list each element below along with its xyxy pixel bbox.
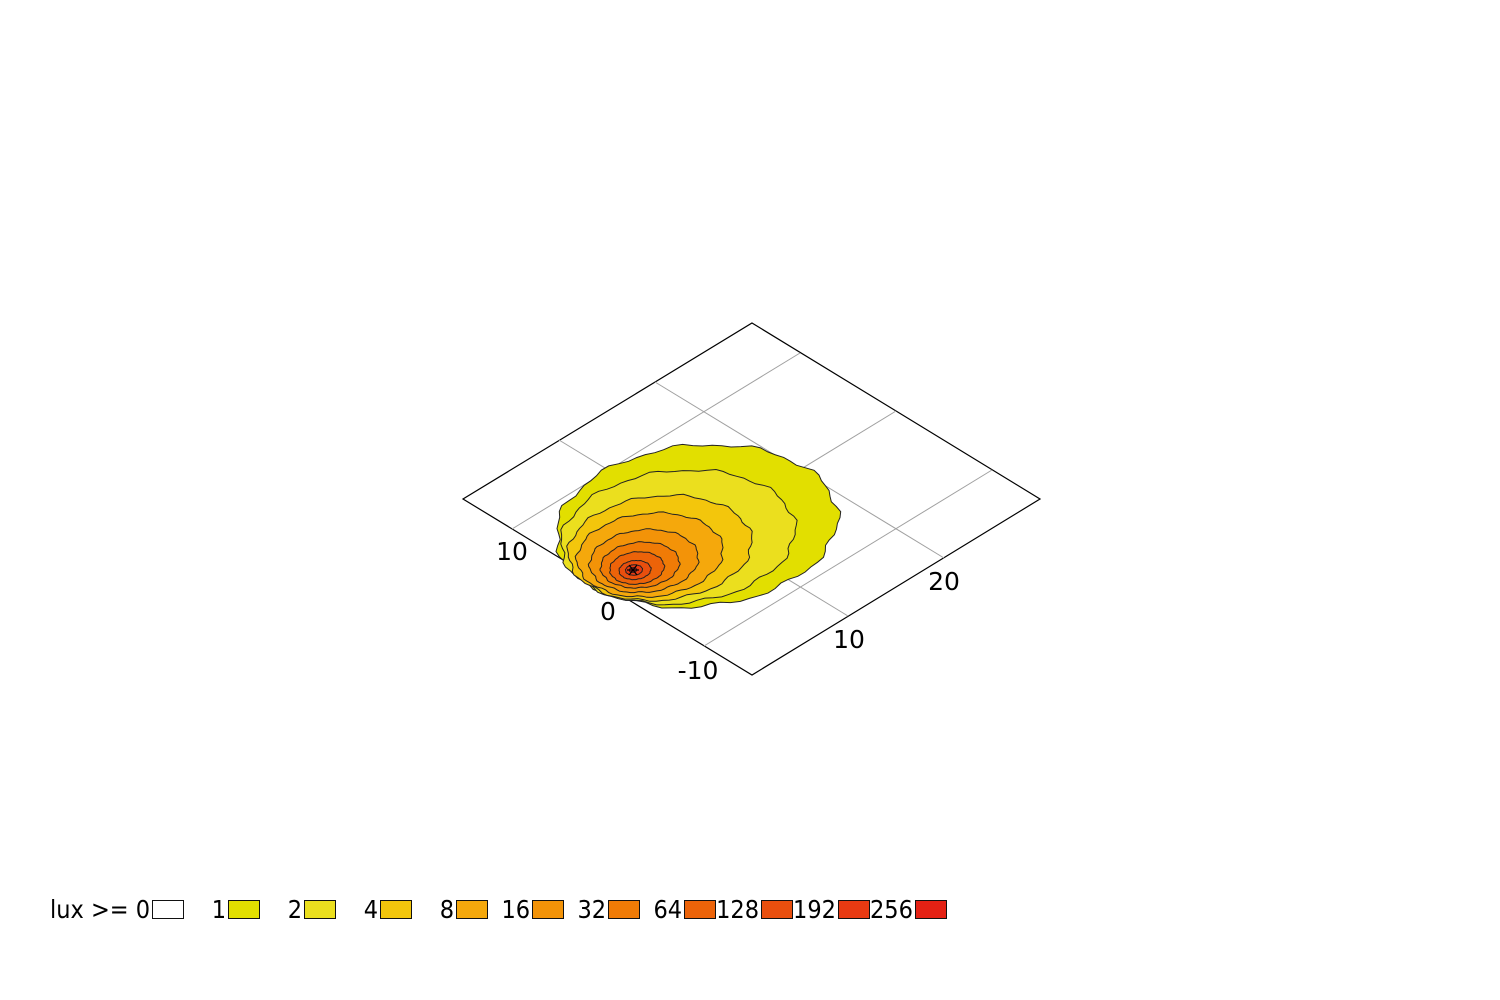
legend-item: 64 bbox=[640, 894, 717, 924]
legend-label: lux >= 0 bbox=[50, 894, 151, 924]
legend-swatch bbox=[914, 899, 947, 919]
source-marker bbox=[627, 564, 639, 576]
legend-item: 2 bbox=[260, 894, 337, 924]
legend: lux >= 0 1 2 4 8 16 32 64 128 192 256 bbox=[50, 893, 947, 925]
legend-swatch bbox=[837, 899, 870, 919]
legend-item: 32 bbox=[564, 894, 641, 924]
legend-swatch bbox=[532, 899, 565, 919]
axis-a-tick-label: 20 bbox=[928, 567, 960, 596]
legend-label: 2 bbox=[287, 894, 303, 924]
legend-swatch bbox=[304, 899, 337, 919]
legend-item: 1 bbox=[184, 894, 261, 924]
legend-item: 256 bbox=[870, 895, 947, 924]
legend-swatch bbox=[608, 899, 641, 919]
grid-line bbox=[703, 469, 993, 647]
legend-swatch bbox=[456, 899, 489, 919]
axis-b-tick-label: 0 bbox=[600, 597, 616, 626]
legend-item: 8 bbox=[412, 894, 489, 924]
legend-swatch bbox=[380, 899, 413, 919]
legend-swatch bbox=[684, 899, 717, 919]
legend-swatch bbox=[152, 899, 185, 919]
axis-a-tick-label: 10 bbox=[833, 625, 865, 654]
legend-label: 64 bbox=[653, 894, 683, 924]
legend-item: lux >= 0 bbox=[50, 894, 185, 924]
legend-label: 4 bbox=[363, 894, 379, 924]
legend-item: 128 bbox=[716, 894, 794, 924]
source-marker-line bbox=[628, 564, 638, 576]
isolux-contours bbox=[555, 443, 842, 609]
axis-b-tick-label: -10 bbox=[678, 656, 719, 685]
legend-label: 8 bbox=[439, 894, 455, 924]
legend-label: 128 bbox=[716, 894, 760, 924]
legend-label: 256 bbox=[869, 894, 913, 924]
axis-b-tick-label: 10 bbox=[496, 537, 528, 566]
legend-swatch bbox=[228, 899, 261, 919]
legend-item: 4 bbox=[336, 894, 413, 924]
legend-item: 192 bbox=[793, 895, 870, 924]
grid-line bbox=[511, 352, 801, 530]
legend-label: 192 bbox=[793, 894, 836, 924]
legend-swatch bbox=[761, 899, 794, 919]
legend-label: 32 bbox=[577, 894, 607, 924]
legend-label: 1 bbox=[211, 894, 227, 924]
legend-label: 16 bbox=[501, 894, 531, 924]
legend-item: 16 bbox=[488, 894, 565, 924]
